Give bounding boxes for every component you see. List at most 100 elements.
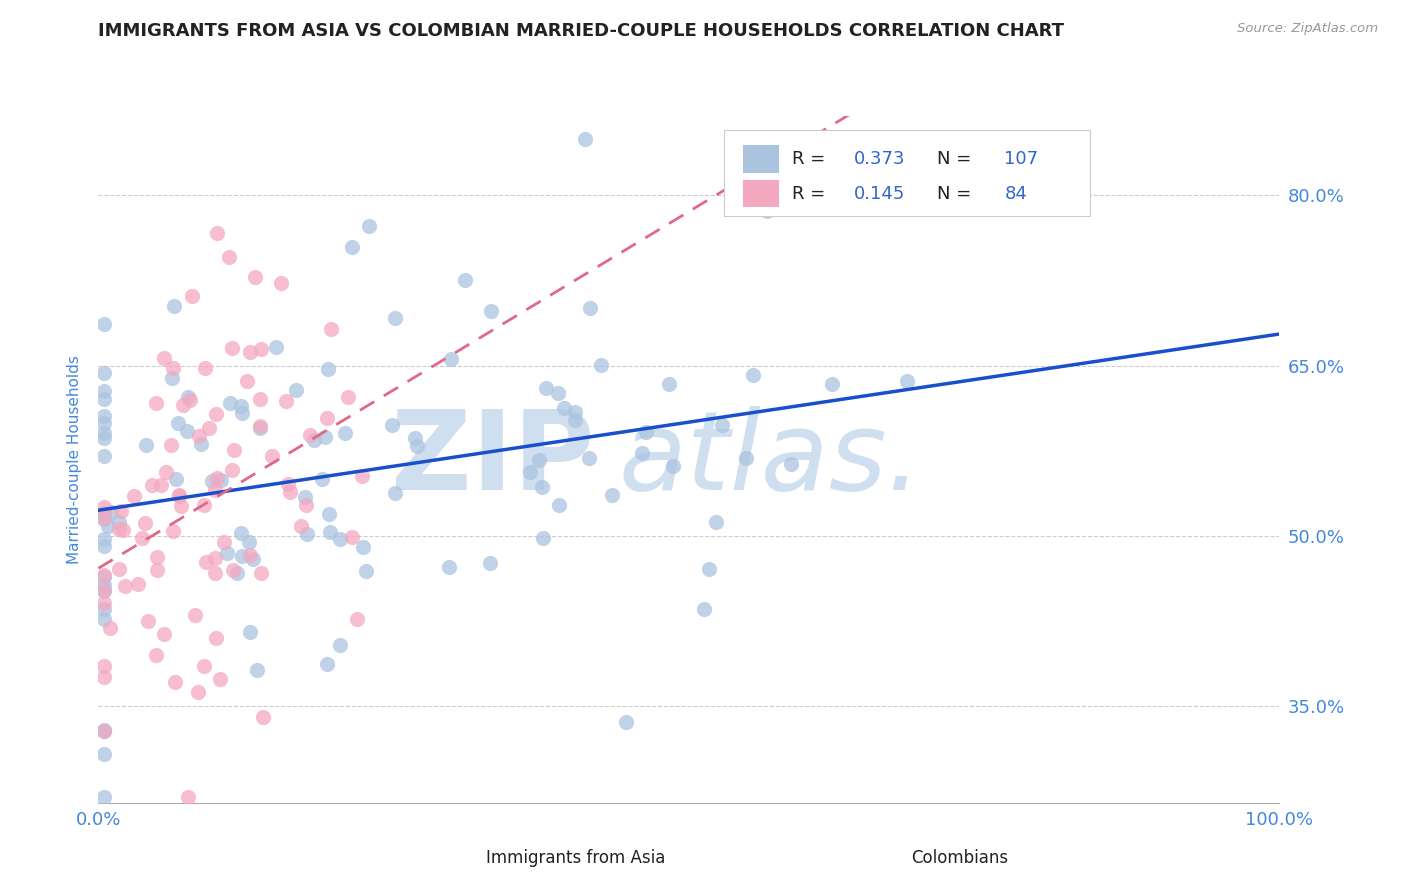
Point: [454, 273, 477, 287]
Point: [579, 301, 602, 315]
Point: [242, 551, 264, 566]
Point: [209, 474, 232, 488]
Point: [231, 549, 253, 564]
Point: [134, 438, 156, 452]
Point: [201, 474, 224, 488]
Point: [215, 547, 238, 561]
Point: [169, 489, 191, 503]
Point: [547, 385, 569, 400]
Point: [297, 526, 319, 541]
Point: [93, 449, 115, 463]
Point: [278, 485, 301, 500]
Point: [239, 345, 262, 359]
Point: [350, 469, 373, 483]
Point: [93, 724, 115, 739]
Point: [93, 417, 115, 431]
Point: [93, 583, 115, 598]
Point: [479, 556, 502, 570]
Point: [93, 596, 115, 610]
Point: [170, 499, 193, 513]
FancyBboxPatch shape: [446, 847, 478, 870]
Point: [93, 567, 115, 582]
Point: [93, 747, 115, 761]
Point: [108, 561, 131, 575]
Point: [145, 396, 167, 410]
Point: [190, 437, 212, 451]
Text: ZIP: ZIP: [391, 406, 595, 513]
Point: [553, 401, 575, 415]
Point: [153, 627, 176, 641]
FancyBboxPatch shape: [870, 847, 903, 870]
Point: [311, 472, 333, 486]
Point: [821, 376, 844, 391]
Point: [404, 431, 426, 445]
Point: [122, 489, 145, 503]
Text: Immigrants from Asia: Immigrants from Asia: [486, 849, 665, 867]
Point: [214, 535, 236, 549]
Point: [578, 450, 600, 465]
Point: [661, 459, 683, 474]
Point: [145, 648, 167, 662]
Point: [93, 508, 115, 523]
Point: [193, 498, 215, 512]
Point: [93, 584, 115, 599]
Point: [519, 465, 541, 479]
Point: [274, 393, 297, 408]
Point: [299, 428, 322, 442]
Point: [165, 472, 187, 486]
Point: [218, 396, 240, 410]
Point: [319, 322, 342, 336]
Point: [239, 549, 262, 563]
Point: [162, 360, 184, 375]
Point: [107, 523, 129, 537]
Text: Source: ZipAtlas.com: Source: ZipAtlas.com: [1237, 22, 1378, 36]
Point: [755, 204, 778, 219]
Point: [195, 555, 218, 569]
Point: [536, 381, 558, 395]
Text: R =: R =: [792, 150, 831, 169]
Point: [179, 393, 201, 408]
Point: [384, 486, 406, 500]
Point: [183, 608, 205, 623]
Point: [290, 518, 312, 533]
Point: [93, 500, 115, 514]
Point: [318, 507, 340, 521]
Text: 84: 84: [1004, 185, 1028, 202]
Point: [314, 430, 336, 444]
Point: [249, 566, 271, 580]
Point: [352, 540, 374, 554]
Point: [229, 525, 252, 540]
Text: Colombians: Colombians: [911, 849, 1008, 867]
Point: [249, 420, 271, 434]
Point: [155, 465, 177, 479]
Point: [93, 658, 115, 673]
Point: [141, 478, 163, 492]
Point: [277, 477, 299, 491]
Point: [479, 304, 502, 318]
Point: [602, 488, 624, 502]
Point: [218, 250, 240, 264]
Point: [243, 270, 266, 285]
Point: [264, 340, 287, 354]
Point: [188, 428, 211, 442]
Point: [231, 406, 253, 420]
Point: [165, 674, 187, 689]
Point: [318, 362, 340, 376]
Point: [221, 341, 243, 355]
Point: [336, 390, 359, 404]
Point: [134, 516, 156, 530]
Point: [896, 375, 918, 389]
Point: [711, 418, 734, 433]
Point: [225, 566, 247, 581]
Point: [295, 498, 318, 512]
Point: [108, 515, 131, 529]
Y-axis label: Married-couple Households: Married-couple Households: [67, 355, 83, 564]
Point: [346, 612, 368, 626]
Point: [222, 442, 245, 457]
Point: [167, 487, 190, 501]
Point: [204, 407, 226, 421]
Point: [93, 506, 115, 520]
Text: N =: N =: [936, 150, 977, 169]
Point: [204, 550, 226, 565]
Point: [316, 411, 339, 425]
